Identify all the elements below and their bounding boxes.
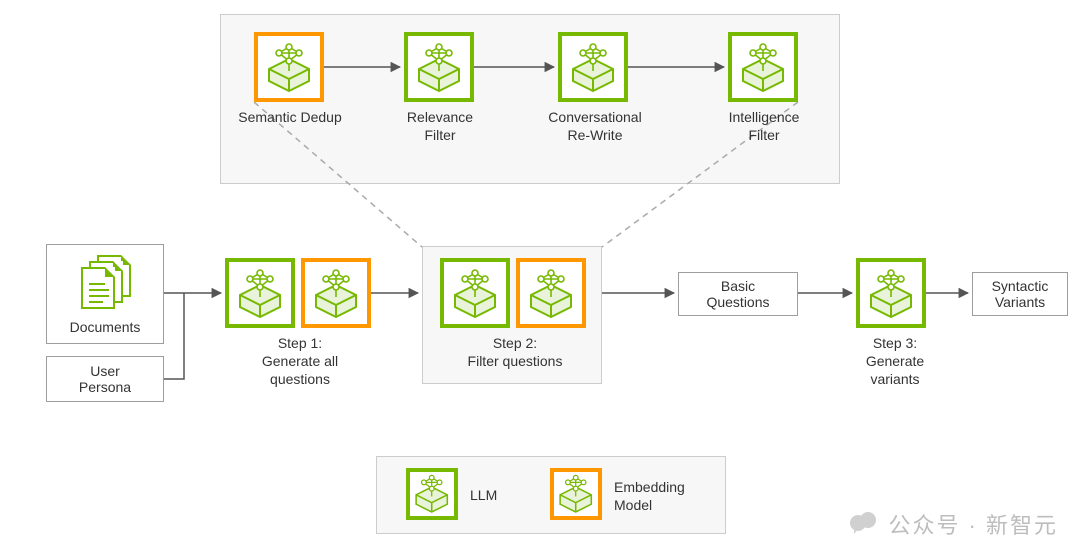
tile-step2-llm	[440, 258, 510, 328]
tile-step3-llm	[856, 258, 926, 328]
tile-intel-filter	[728, 32, 798, 102]
label-intel-filter: Intelligence Filter	[704, 108, 824, 144]
documents-label: Documents	[70, 319, 141, 335]
tile-step2-embed	[516, 258, 586, 328]
tile-step1-llm	[225, 258, 295, 328]
user-persona-box: User Persona	[46, 356, 164, 402]
tile-semantic-dedup	[254, 32, 324, 102]
basic-questions-label: Basic Questions	[706, 278, 769, 310]
nn-cube-icon	[312, 267, 360, 319]
nn-cube-icon	[569, 41, 617, 93]
legend-embed-tile	[550, 468, 602, 520]
label-relevance: Relevance Filter	[384, 108, 496, 144]
nn-cube-icon	[413, 473, 451, 515]
documents-box: Documents	[46, 244, 164, 344]
nn-cube-icon	[451, 267, 499, 319]
tile-rewrite	[558, 32, 628, 102]
label-step1: Step 1: Generate all questions	[240, 334, 360, 389]
label-rewrite: Conversational Re-Write	[532, 108, 658, 144]
nn-cube-icon	[867, 267, 915, 319]
legend-llm-tile	[406, 468, 458, 520]
legend-llm-label: LLM	[470, 486, 497, 504]
legend-embed-label: Embedding Model	[614, 478, 685, 514]
label-semantic-dedup: Semantic Dedup	[232, 108, 348, 126]
syntactic-variants-box: Syntactic Variants	[972, 272, 1068, 316]
wechat-icon	[850, 512, 878, 536]
label-step2: Step 2: Filter questions	[452, 334, 578, 370]
nn-cube-icon	[415, 41, 463, 93]
nn-cube-icon	[527, 267, 575, 319]
nn-cube-icon	[739, 41, 787, 93]
tile-relevance-filter	[404, 32, 474, 102]
documents-icon	[81, 255, 141, 311]
tile-step1-embed	[301, 258, 371, 328]
basic-questions-box: Basic Questions	[678, 272, 798, 316]
syntactic-variants-label: Syntactic Variants	[992, 278, 1049, 310]
user-persona-label: User Persona	[79, 363, 131, 395]
watermark-text: 公众号 · 新智元	[888, 508, 1058, 540]
label-step3: Step 3: Generate variants	[852, 334, 938, 389]
nn-cube-icon	[557, 473, 595, 515]
watermark: 公众号 · 新智元	[850, 508, 1058, 540]
nn-cube-icon	[265, 41, 313, 93]
nn-cube-icon	[236, 267, 284, 319]
